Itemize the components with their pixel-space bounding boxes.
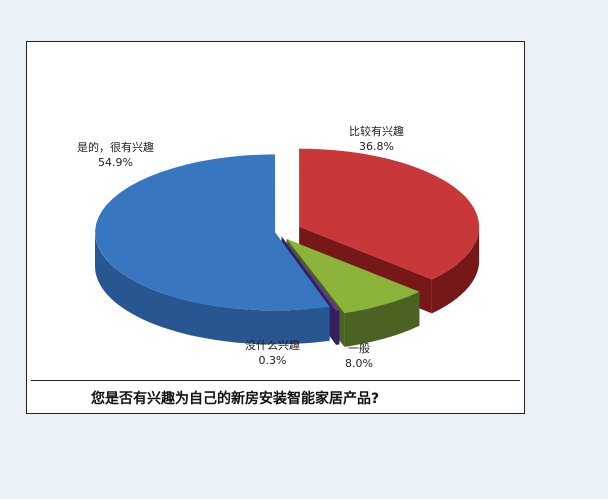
slice-1 [286,239,420,313]
slice-value: 8.0% [345,357,373,370]
slice-0 [299,148,480,280]
slice-side [431,226,480,314]
slice-2 [281,236,340,311]
slice-value: 0.3% [258,354,287,367]
slice-name: 比较有兴趣 [349,125,404,138]
slice-3 [95,154,330,311]
slice-label-very-interested: 是的，很有兴趣 54.9% [77,140,154,170]
slice-name: 没什么兴趣 [245,339,300,352]
chart-title: 您是否有兴趣为自己的新房安装智能家居产品? [91,391,380,407]
slice-value: 36.8% [359,140,394,153]
slice-side [344,291,420,347]
slice-value: 54.9% [98,156,133,169]
slice-name: 一般 [347,342,370,355]
slice-side [336,310,340,345]
chart-frame: 是的，很有兴趣 54.9% 比较有兴趣 36.8% 一般 8.0% 没什么兴趣 … [26,41,525,414]
pie-chart [95,148,480,347]
slice-label-neutral: 一般 8.0% [345,341,373,371]
slice-label-somewhat-interested: 比较有兴趣 36.8% [349,124,404,154]
slice-label-not-interested: 没什么兴趣 0.3% [245,338,300,368]
slice-side [95,232,330,345]
divider [31,380,520,381]
slice-name: 是的，很有兴趣 [77,141,154,154]
